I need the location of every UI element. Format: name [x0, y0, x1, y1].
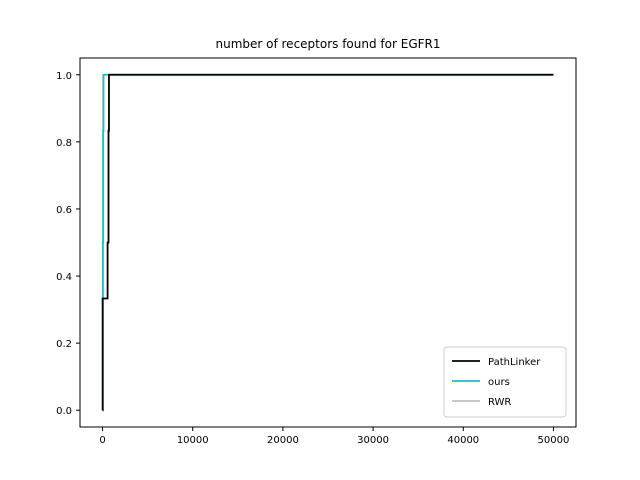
legend-label-pathlinker: PathLinker [488, 357, 541, 368]
x-tick-label: 20000 [267, 435, 299, 446]
x-tick-label: 30000 [357, 435, 389, 446]
x-tick-label: 50000 [538, 435, 570, 446]
y-tick-label: 0.0 [56, 406, 72, 417]
y-tick-label: 0.2 [56, 339, 72, 350]
plot-frame [79, 57, 577, 428]
y-tick-label: 1.0 [56, 71, 72, 82]
chart-title: number of receptors found for EGFR1 [215, 37, 440, 51]
x-tick-label: 10000 [177, 435, 209, 446]
y-tick-label: 0.6 [56, 205, 72, 216]
y-tick-label: 0.8 [56, 138, 72, 149]
legend-label-ours: ours [488, 377, 510, 388]
legend-box [443, 346, 567, 418]
series-line-pathlinker [101, 73, 554, 412]
axes-layer: 0 10000 20000 30000 40000 50000 0.0 0.2 0.4 0.6 0.… [56, 57, 577, 446]
legend: PathLinker ours RWR [443, 346, 567, 418]
legend-label-rwr: RWR [488, 397, 511, 408]
x-tick-label: 40000 [447, 435, 479, 446]
y-tick-label: 0.4 [56, 272, 72, 283]
series-layer [101, 73, 554, 412]
x-tick-label: 0 [99, 435, 105, 446]
